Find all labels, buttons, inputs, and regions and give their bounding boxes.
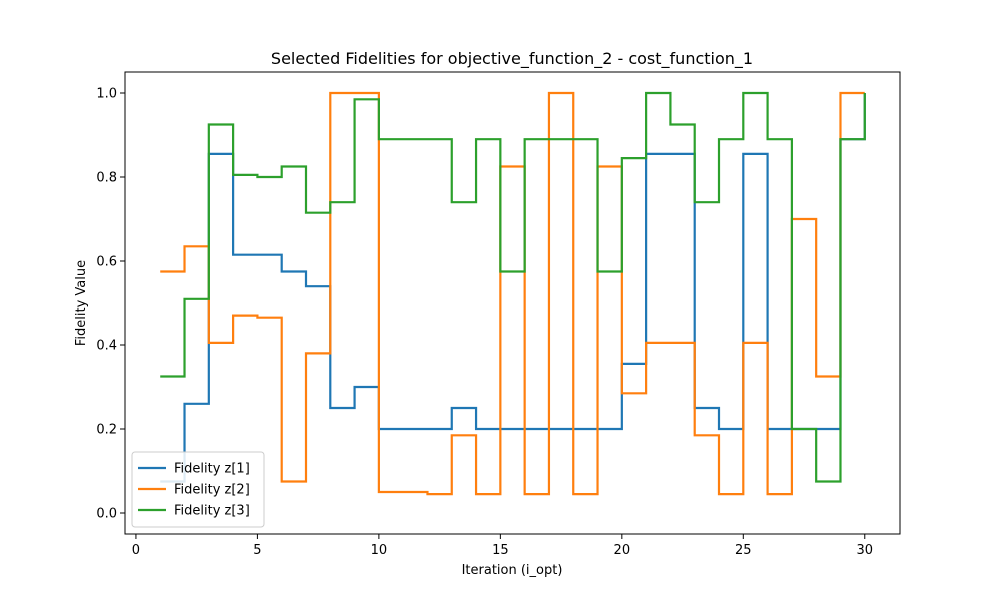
y-axis: 0.0 0.2 0.4 0.6 0.8 1.0 xyxy=(96,87,125,522)
chart-title: Selected Fidelities for objective_functi… xyxy=(271,49,753,69)
legend-label-z3: Fidelity z[3] xyxy=(174,504,250,519)
x-tick-label: 30 xyxy=(856,543,873,558)
x-tick-label: 10 xyxy=(371,543,388,558)
series-line-z1 xyxy=(160,93,866,483)
legend: Fidelity z[1] Fidelity z[2] Fidelity z[3] xyxy=(131,451,265,528)
x-tick-label: 20 xyxy=(614,543,631,558)
y-tick-label: 0.2 xyxy=(96,423,117,438)
legend-label-z1: Fidelity z[1] xyxy=(174,462,250,477)
x-tick-label: 0 xyxy=(132,543,140,558)
y-tick-label: 0.4 xyxy=(96,339,117,354)
y-tick-label: 0.6 xyxy=(96,255,117,270)
x-tick-label: 25 xyxy=(735,543,752,558)
axes-frame xyxy=(124,71,901,535)
legend-label-z2: Fidelity z[2] xyxy=(174,483,250,498)
y-axis-title: Fidelity Value xyxy=(74,260,89,346)
x-tick-label: 15 xyxy=(492,543,509,558)
series-layer xyxy=(160,91,866,496)
y-tick-label: 0.8 xyxy=(96,171,117,186)
y-tick-label: 1.0 xyxy=(96,87,117,102)
x-tick-label: 5 xyxy=(253,543,261,558)
x-axis-title: Iteration (i_opt) xyxy=(462,563,563,578)
x-axis: 0 5 10 15 20 25 30 xyxy=(132,534,873,558)
legend-box xyxy=(131,451,265,528)
y-tick-label: 0.0 xyxy=(96,507,117,522)
series-line-z3 xyxy=(160,91,866,483)
